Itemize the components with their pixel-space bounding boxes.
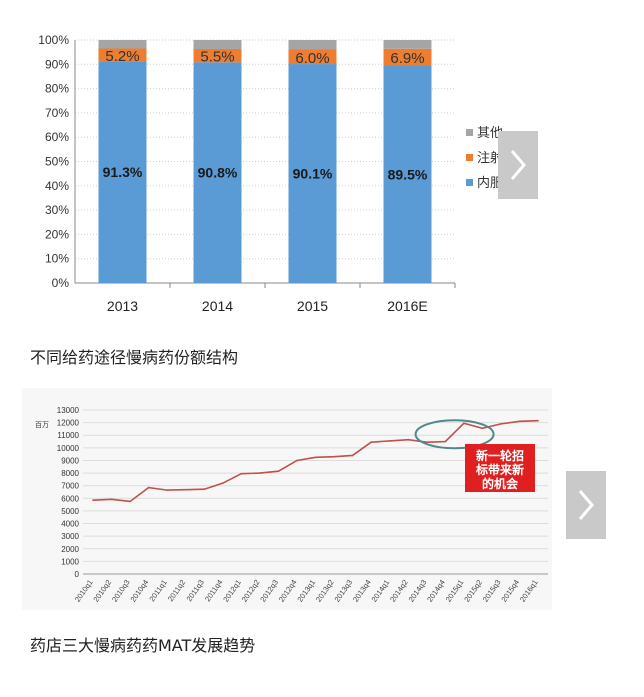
data-point [110,498,113,501]
data-label: 89.5% [388,166,428,182]
y-tick-label: 5000 [61,507,79,516]
data-point [166,489,168,491]
mat-trend-chart: 百万 0 1000 2000 3000 4000 5000 6000 7000 8000 9000 1… [22,388,552,610]
data-point [92,499,94,501]
bar-注射 [383,48,432,66]
y-tick-label: 50% [45,155,69,169]
chart1-caption: 不同给药途径慢病药份额结构 [30,348,239,367]
callout-text-line: 的机会 [482,476,519,491]
y-tick-label: 11000 [57,431,79,440]
callout-text-line: 标带来新 [475,462,524,477]
callout-ring [414,419,495,450]
y-tick-label: 30% [45,203,69,217]
data-point [500,423,502,425]
data-point [240,472,243,475]
bar-注射 [193,48,242,63]
data-point [407,438,410,441]
y-tick-label: 100% [38,33,69,47]
chart2-caption: 药店三大慢病药药MAT发展趋势 [30,636,256,655]
y-tick-label: 10000 [57,444,80,453]
y-tick-label: 4000 [61,520,79,529]
data-point [296,459,298,462]
bar-内服 [383,65,432,283]
y-tick-label: 10% [45,252,69,266]
data-point [184,488,187,491]
data-label: 5.5% [200,49,234,66]
data-point [277,470,280,472]
data-label: 90.8% [198,165,238,181]
y-axis-unit: 百万 [35,421,49,429]
bar-其他 [193,40,242,49]
y-tick-label: 7000 [61,482,79,491]
data-point [463,422,465,425]
data-point [129,500,131,503]
next-image-button[interactable] [498,131,538,199]
bar-内服 [288,64,337,283]
data-label: 5.2% [105,48,139,65]
share-structure-chart: 0% 10% 20% 30% 40% 50% 60% 70% 80% 90% 100% 91.3% 5.… [0,0,560,330]
bar-其他 [383,40,432,49]
bar-其他 [98,40,147,49]
data-label: 6.0% [295,50,329,67]
chevron-right-icon [510,150,526,180]
x-tick-label: 2014 [202,298,233,314]
data-point [314,456,317,459]
data-point [388,440,391,442]
data-point [537,419,539,422]
callout-text-line: 新一轮招 [476,448,524,463]
legend-swatch [466,154,473,161]
y-tick-label: 70% [45,106,69,120]
callout-box [465,444,535,492]
x-tick-label: 2013 [107,298,138,314]
legend-label: 内服 [477,175,503,190]
y-tick-label: 13000 [57,406,80,415]
data-point [518,420,521,423]
data-point [351,454,354,457]
data-point [370,441,372,443]
x-tick-label: 2016E [387,298,427,314]
y-tick-label: 1000 [61,557,79,566]
data-point [425,441,428,443]
bar-其他 [288,40,337,50]
y-tick-label: 20% [45,227,69,241]
y-tick-label: 9000 [61,456,79,465]
y-tick-label: 40% [45,179,69,193]
y-tick-label: 6000 [61,494,79,503]
y-tick-label: 8000 [61,469,79,478]
bar-注射 [288,49,337,65]
y-tick-label: 0% [52,276,70,290]
y-tick-label: 2000 [61,545,79,554]
y-tick-label: 90% [45,57,69,71]
y-tick-label: 0 [75,570,80,579]
bar-内服 [193,62,242,283]
y-tick-label: 80% [45,82,69,96]
data-label: 6.9% [390,50,424,67]
next-image-button-2[interactable] [566,471,606,539]
bar-内服 [98,61,147,284]
x-tick-label: 2015 [297,298,328,314]
legend-label: 其他 [477,125,503,140]
data-point [147,486,150,489]
data-point [259,472,261,474]
legend-label: 注射 [477,150,503,165]
y-tick-label: 12000 [57,419,80,428]
bar-注射 [98,48,147,62]
data-point [481,427,484,430]
legend-swatch [466,179,473,186]
data-point [333,455,335,458]
chevron-right-icon [578,490,594,520]
data-point [203,488,206,491]
chart-background [0,0,560,330]
data-label: 91.3% [103,164,143,180]
legend-swatch [466,129,473,136]
data-point [444,440,447,443]
y-tick-label: 60% [45,130,69,144]
data-point [221,482,224,484]
data-label: 90.1% [293,166,333,182]
y-tick-label: 3000 [61,532,79,541]
